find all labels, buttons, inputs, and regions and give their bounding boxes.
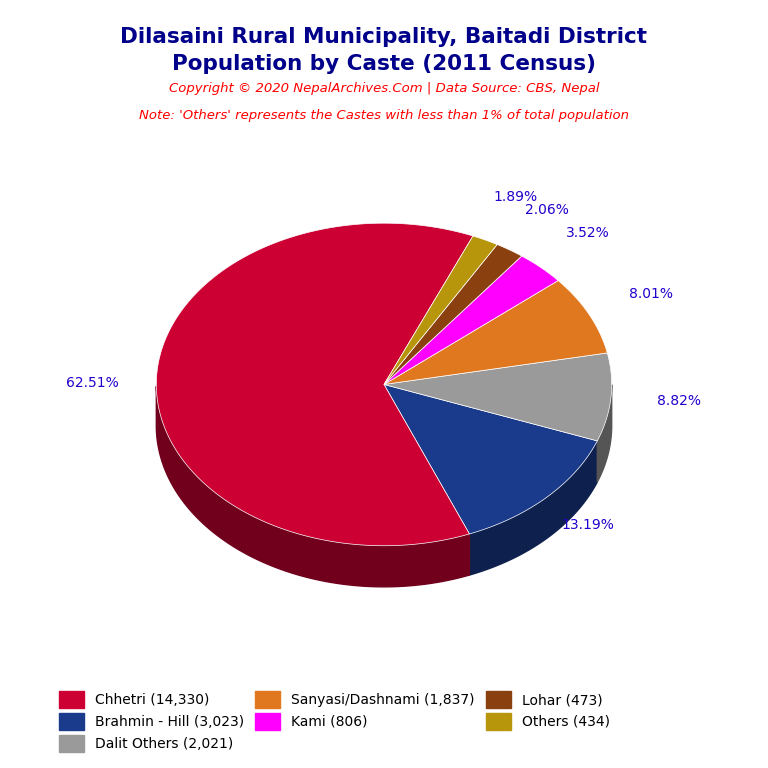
Polygon shape — [384, 353, 611, 441]
Text: 3.52%: 3.52% — [566, 226, 610, 240]
Polygon shape — [384, 280, 607, 385]
Text: 1.89%: 1.89% — [494, 190, 538, 204]
Text: Copyright © 2020 NepalArchives.Com | Data Source: CBS, Nepal: Copyright © 2020 NepalArchives.Com | Dat… — [169, 82, 599, 95]
Text: Dilasaini Rural Municipality, Baitadi District: Dilasaini Rural Municipality, Baitadi Di… — [121, 27, 647, 47]
Text: Population by Caste (2011 Census): Population by Caste (2011 Census) — [172, 54, 596, 74]
Polygon shape — [157, 223, 473, 546]
Polygon shape — [384, 236, 497, 385]
Text: 2.06%: 2.06% — [525, 203, 569, 217]
Polygon shape — [598, 385, 611, 482]
Text: Note: 'Others' represents the Castes with less than 1% of total population: Note: 'Others' represents the Castes wit… — [139, 109, 629, 122]
Text: 8.82%: 8.82% — [657, 394, 701, 409]
Legend: Chhetri (14,330), Brahmin - Hill (3,023), Dalit Others (2,021), Sanyasi/Dashnami: Chhetri (14,330), Brahmin - Hill (3,023)… — [53, 686, 615, 757]
Polygon shape — [384, 385, 598, 534]
Polygon shape — [384, 256, 558, 385]
Polygon shape — [384, 244, 521, 385]
Polygon shape — [469, 441, 598, 575]
Text: 13.19%: 13.19% — [561, 518, 614, 532]
Polygon shape — [157, 386, 469, 587]
Text: 8.01%: 8.01% — [629, 286, 673, 300]
Text: 62.51%: 62.51% — [66, 376, 119, 389]
